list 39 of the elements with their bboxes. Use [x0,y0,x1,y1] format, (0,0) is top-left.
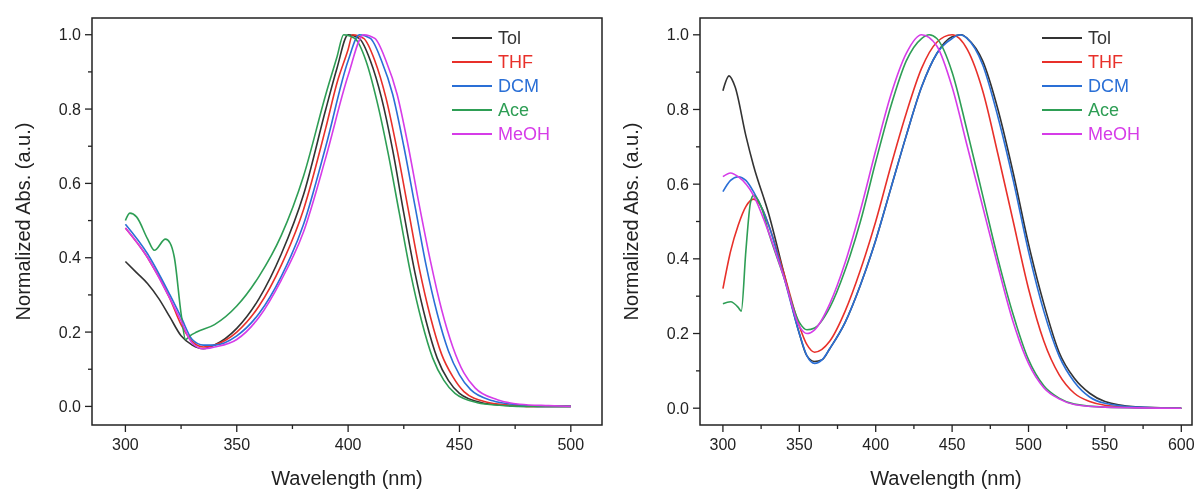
legend-label: Ace [498,100,530,120]
x-tick-label: 450 [938,436,966,453]
legend-label: DCM [498,76,539,96]
y-tick-label: 0.2 [58,323,82,341]
x-axis-title: Wavelength (nm) [870,467,1022,489]
x-tick-label: 400 [862,436,890,453]
y-tick-label: 0.0 [666,399,690,417]
legend-label: DCM [1088,76,1129,96]
y-tick-label: 0.2 [666,325,690,343]
y-tick-label: 1.0 [58,26,82,44]
y-tick-label: 0.4 [58,249,82,267]
legend-label: Tol [1088,28,1112,48]
x-axis-title: Wavelength (nm) [271,467,423,489]
legend-label: Ace [1088,100,1120,120]
x-tick-label: 500 [557,436,585,453]
x-tick-label: 500 [1015,436,1042,453]
y-axis-title: Normalized Abs. (a.u.) [12,122,34,321]
legend-label: THF [1088,52,1123,72]
y-tick-label: 0.8 [58,100,82,118]
legend-label: Tol [498,28,522,48]
x-tick-label: 300 [112,436,139,453]
y-tick-label: 0.6 [58,174,82,192]
y-axis-title: Normalized Abs. (a.u.) [620,122,642,321]
y-tick-label: 1.0 [666,26,690,44]
y-tick-label: 0.6 [666,175,690,193]
x-tick-label: 600 [1167,436,1195,453]
y-tick-label: 0.8 [666,100,690,118]
x-tick-label: 300 [709,436,737,453]
x-tick-label: 400 [334,436,362,453]
y-tick-label: 0.0 [58,397,82,415]
x-tick-label: 550 [1091,436,1119,453]
x-tick-label: 450 [446,436,473,453]
legend-label: MeOH [1088,124,1141,144]
line-series [124,33,572,408]
legend-label: THF [498,52,533,72]
y-tick-label: 0.4 [666,250,690,268]
x-tick-label: 350 [785,436,813,453]
x-tick-label: 350 [223,436,251,453]
legend-label: MeOH [498,124,551,144]
